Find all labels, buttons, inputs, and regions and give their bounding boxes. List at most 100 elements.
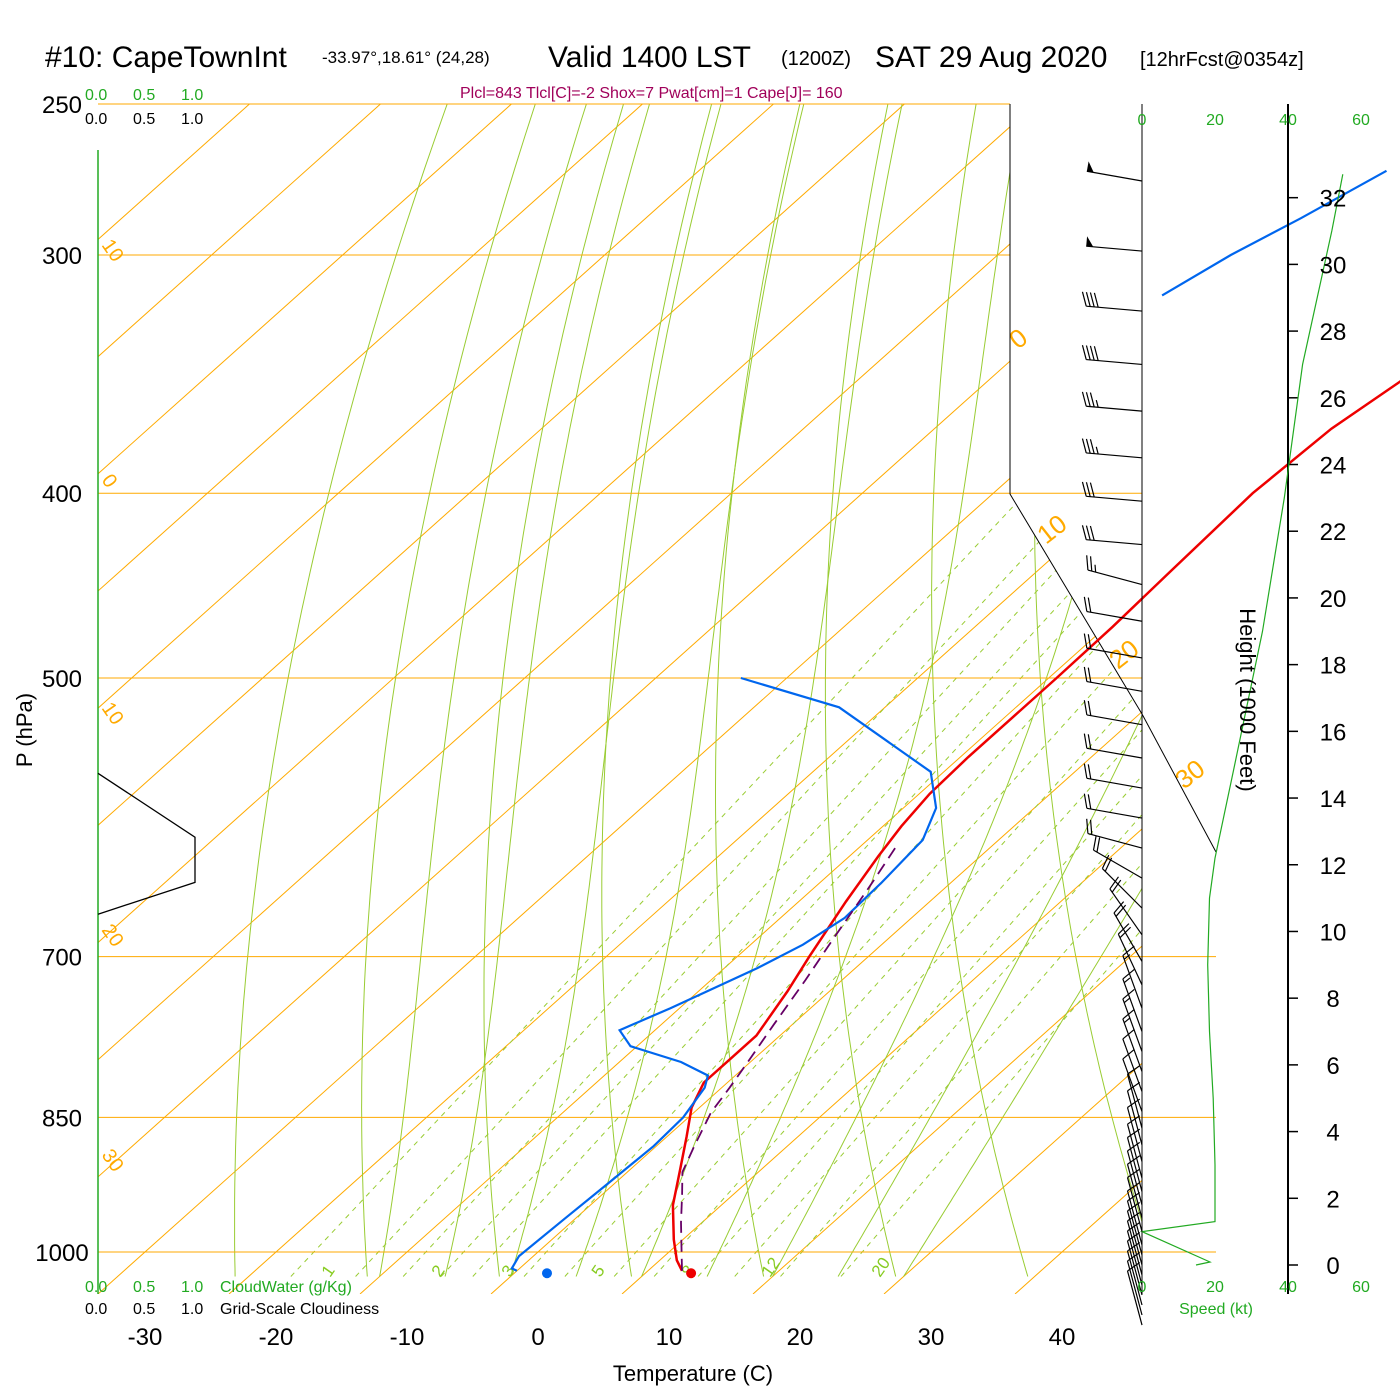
wind-barb-feather [1089, 392, 1095, 408]
height-tick-30: 30 [1320, 252, 1347, 279]
speed-tick-top-20: 20 [1206, 112, 1224, 129]
wind-barb-staff [1122, 1018, 1143, 1072]
wind-speed-scale-top: 0 20 40 60 [1138, 112, 1370, 129]
cloudiness-scale-top: 0.0 0.5 1.0 [85, 111, 203, 128]
mixing-ratio-line [653, 492, 1142, 1277]
background-grid: 1235812201001020300102030 [97, 103, 1216, 1294]
mixing-ratio-line [402, 492, 1128, 1277]
wind-barb-staff [1117, 933, 1143, 986]
pressure-tick-700: 700 [42, 945, 82, 972]
moist-adiabat-line [837, 104, 1142, 1277]
sounding-profiles [97, 169, 1400, 1279]
isotherm-line [98, 104, 1036, 1294]
wind-barb-staff [1126, 1107, 1143, 1162]
wind-barb [1081, 391, 1143, 412]
isotherm-line [98, 104, 250, 1294]
mixing-ratio-line [290, 492, 1026, 1277]
mixing-ratio-label-1: 1 [318, 1262, 339, 1281]
wind-barb-feather [1122, 988, 1135, 1000]
speed-tick-top-0: 0 [1138, 112, 1147, 129]
speed-tick-top-40: 40 [1279, 112, 1297, 129]
wind-barb-feather [1086, 555, 1089, 571]
cloudwater-tick-0-bottom: 0.0 [85, 1279, 107, 1296]
height-tick-28: 28 [1320, 319, 1347, 346]
wind-barb [1109, 876, 1143, 936]
wind-barb [1126, 1141, 1143, 1206]
wind-barb [1126, 1261, 1143, 1326]
wind-barb [1122, 988, 1143, 1052]
moist-adiabat-line [444, 104, 650, 1277]
wind-barb-feather [1081, 525, 1087, 540]
wind-barb-staff [1109, 888, 1143, 936]
isotherm-label-left: 20 [97, 920, 128, 951]
wind-barb-feather [1083, 763, 1088, 779]
mixing-ratio-line [840, 492, 1142, 1277]
wind-barb-feather [1127, 1241, 1141, 1252]
wind-barb-feather [1109, 876, 1119, 890]
temperature-tick--30: -30 [128, 1324, 163, 1351]
mixing-ratio-label-20: 20 [868, 1254, 894, 1280]
mixing-ratio-line [440, 492, 1142, 1277]
wind-barb-feather [1085, 482, 1091, 497]
cloudiness-scale-bottom: 0.0 0.5 1.0 Grid-Scale Cloudiness [85, 1301, 379, 1318]
mixing-ratio-line [472, 492, 1142, 1277]
wind-barb-feather [1089, 292, 1095, 308]
temperature-tick-40: 40 [1049, 1324, 1076, 1351]
mixing-ratio-line [564, 492, 1142, 1277]
wind-barb-half-feather [1123, 954, 1131, 960]
wind-barb [1083, 733, 1143, 759]
pressure-tick-500: 500 [42, 666, 82, 693]
wind-barb-feather [1083, 596, 1088, 612]
cloudwater-tick-0: 0.0 [85, 87, 107, 104]
wind-barb-staff [1093, 849, 1143, 879]
wind-barb [1117, 923, 1143, 986]
isotherm-line [98, 104, 1142, 1294]
dry-adiabat-line [234, 104, 448, 1277]
wind-barb-feather [1122, 1008, 1135, 1020]
isotherm-label-left: 0 [97, 470, 121, 492]
mixing-ratio-label-12: 12 [758, 1254, 784, 1280]
wind-barb-feather [1089, 345, 1095, 361]
isotherm-label-left: 10 [97, 698, 128, 729]
cloudwater-tick-1: 1.0 [181, 87, 203, 104]
wind-barb-feather [1083, 700, 1088, 716]
height-wind-panel [1139, 104, 1344, 1294]
wind-barb-feather [1127, 1221, 1141, 1232]
y-axis-label: P (hPa) [12, 693, 37, 767]
wind-barb-staff [1086, 807, 1143, 819]
wind-barb-feather [1086, 818, 1089, 834]
wind-barb-feather [1127, 1261, 1141, 1272]
isotherm-line [98, 104, 905, 1294]
wind-barb-staff [1086, 405, 1143, 412]
wind-barb-half-feather [1123, 997, 1131, 1004]
temperature-tick-30: 30 [918, 1324, 945, 1351]
cloudwater-tick-05: 0.5 [133, 87, 155, 104]
dewpoint-profile [510, 676, 938, 1272]
wind-barb [1083, 666, 1143, 692]
cloudwater-tick-1-bottom: 1.0 [181, 1279, 203, 1296]
temperature-profile [671, 380, 1400, 1272]
cloudiness-tick-05: 0.5 [133, 111, 155, 128]
mixing-ratio-label-2: 2 [428, 1262, 449, 1281]
height-tick-6: 6 [1326, 1053, 1339, 1080]
height-tick-14: 14 [1320, 786, 1347, 813]
isotherm-line [98, 104, 774, 1294]
pressure-tick-400: 400 [42, 481, 82, 508]
moist-adiabat-line [379, 104, 587, 1277]
mixing-ratio-line [734, 492, 1142, 1277]
wind-barb-staff [1087, 833, 1143, 849]
isotherm-line [98, 104, 512, 1294]
wind-barb-staff [1126, 1090, 1143, 1146]
height-tick-2: 2 [1326, 1186, 1339, 1213]
wind-barb-feather [1127, 1065, 1141, 1075]
wind-barb-feather [1093, 346, 1099, 361]
grid-clip-area [98, 104, 1142, 1294]
isotherm-line [883, 104, 1142, 1294]
right-plot-boundary-lower [1141, 713, 1217, 853]
mixing-ratio-line [355, 492, 1085, 1277]
speed-tick-bottom-40: 40 [1279, 1279, 1297, 1296]
isotherm-line [98, 104, 1142, 1294]
height-tick-24: 24 [1320, 453, 1347, 480]
wind-barb-feather [1127, 1155, 1141, 1165]
